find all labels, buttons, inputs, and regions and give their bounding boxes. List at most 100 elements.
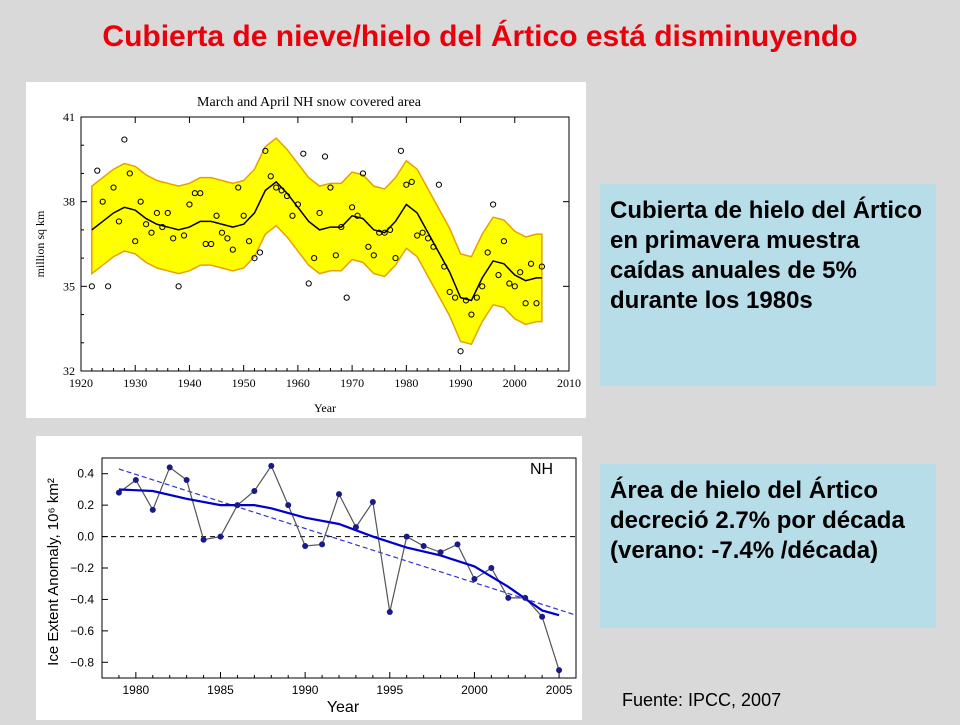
chart1-data-point xyxy=(245,238,253,245)
chart2-data-point xyxy=(200,536,207,543)
chart1-data-point xyxy=(99,198,106,205)
chart2-data-point xyxy=(352,524,359,531)
chart1-data-point xyxy=(88,283,95,290)
chart1-data-point xyxy=(403,181,410,188)
chart1-data-point xyxy=(132,238,139,245)
chart2-x-tick-label: 1980 xyxy=(123,683,150,697)
chart1-data-point xyxy=(381,229,388,236)
chart1-data-point xyxy=(115,218,123,225)
chart1-data-point xyxy=(208,240,215,248)
chart1-data-point xyxy=(235,184,242,191)
chart1-data-point xyxy=(435,181,442,188)
chart2-data-point xyxy=(336,491,342,498)
chart2-data-point xyxy=(251,488,258,494)
ice-extent-chart-panel: 1980 1985 1990 1995 2000 2005 0.4 0.2 0.0 −0.2 −0.… xyxy=(36,436,582,720)
chart1-y-tick-label: 35 xyxy=(63,279,75,293)
chart1-data-point xyxy=(316,209,323,217)
chart1-data-point xyxy=(522,300,529,307)
chart2-data-point xyxy=(556,667,563,674)
chart1-y-tick-label: 38 xyxy=(63,195,75,209)
chart1-data-point xyxy=(311,255,318,262)
chart2-data-point xyxy=(437,549,444,556)
chart1-data-point xyxy=(289,212,296,219)
chart1-x-tick-label: 1950 xyxy=(232,376,256,390)
chart2-trend-line xyxy=(118,468,577,616)
chart1-data-point xyxy=(148,229,155,236)
chart2-y-tick-label: 0.4 xyxy=(77,467,94,481)
chart1-plot-frame xyxy=(80,116,570,372)
chart2-data-point xyxy=(522,594,529,601)
spring-ice-callout: Cubierta de hielo del Ártico en primaver… xyxy=(600,184,936,386)
chart1-data-point xyxy=(175,283,182,290)
chart2-y-tick-label: 0.2 xyxy=(77,498,94,512)
chart1-data-point xyxy=(164,209,171,217)
chart1-data-point xyxy=(240,212,247,219)
chart1-x-tick-label: 2000 xyxy=(503,376,527,390)
chart1-data-point xyxy=(153,209,161,217)
ice-area-callout: Área de hielo del Ártico decreció 2.7% p… xyxy=(600,464,936,628)
chart1-data-point xyxy=(462,297,470,304)
chart1-data-point xyxy=(354,212,361,219)
chart2-y-tick-label: −0.2 xyxy=(70,561,94,575)
chart1-data-point xyxy=(332,252,339,259)
chart1-x-tick-label: 1940 xyxy=(177,376,201,390)
chart1-data-point xyxy=(137,198,144,205)
chart2-x-tick-label: 1985 xyxy=(207,683,234,697)
chart1-data-point xyxy=(327,184,334,191)
chart2-data-point xyxy=(386,609,393,615)
chart1-data-point xyxy=(538,263,545,270)
chart1-data-point xyxy=(506,280,513,287)
chart1-data-point xyxy=(517,269,524,276)
chart1-data-point xyxy=(218,229,226,236)
chart2-data-point xyxy=(403,533,410,540)
chart1-data-point xyxy=(294,201,301,208)
chart1-data-point xyxy=(267,173,274,180)
chart2-data-point xyxy=(132,477,139,483)
chart2-y-tick-label: −0.6 xyxy=(70,624,94,638)
chart1-x-axis-label: Year xyxy=(314,401,336,415)
chart1-data-point xyxy=(392,255,399,262)
chart2-x-tick-label: 1995 xyxy=(376,683,403,697)
chart1-y-tick-label: 32 xyxy=(63,364,75,378)
chart2-y-tick-label: 0.0 xyxy=(77,530,94,544)
chart1-data-point xyxy=(452,294,459,301)
chart1-data-point xyxy=(343,294,350,301)
chart1-y-axis-label: million sq km xyxy=(33,210,47,277)
chart1-data-point xyxy=(370,252,377,259)
chart1-data-point xyxy=(110,184,117,191)
chart1-data-point xyxy=(213,212,220,219)
chart1-data-point xyxy=(408,178,415,186)
chart1-data-point xyxy=(397,147,405,154)
chart2-data-point xyxy=(539,613,546,620)
chart1-title: March and April NH snow covered area xyxy=(197,95,422,110)
chart1-data-point xyxy=(338,223,345,231)
chart1-data-point xyxy=(170,235,177,242)
chart1-data-point xyxy=(105,283,112,290)
chart2-x-tick-label: 2005 xyxy=(546,683,573,697)
chart1-data-point xyxy=(446,288,453,296)
chart2-smoothed-line xyxy=(118,488,560,617)
chart2-data-point xyxy=(234,502,241,509)
chart1-data-point xyxy=(484,249,491,256)
chart1-data-point xyxy=(414,232,421,239)
chart2-data-point xyxy=(369,499,376,505)
chart2-data-point xyxy=(149,506,156,513)
chart1-data-point xyxy=(186,201,193,208)
chart1-data-point xyxy=(457,348,464,355)
chart2-data-point xyxy=(488,565,495,571)
chart2-data-point xyxy=(454,541,461,548)
chart1-data-point xyxy=(349,204,356,211)
chart1-x-tick-label: 1960 xyxy=(286,376,310,390)
chart1-data-point xyxy=(424,235,432,242)
chart1-uncertainty-band xyxy=(91,137,543,346)
chart1-data-point xyxy=(121,136,128,143)
chart2-plot-frame xyxy=(101,457,577,679)
chart1-data-point xyxy=(256,249,264,256)
snow-cover-chart-panel: 1920 1930 1940 1950 1960 1970 1980 1990 2000 2010… xyxy=(26,82,586,418)
chart1-x-tick-label: 2010 xyxy=(557,376,581,390)
chart1-data-point xyxy=(224,235,231,242)
chart2-data-point xyxy=(505,594,512,601)
chart1-smoothed-line xyxy=(91,180,542,302)
chart2-data-point xyxy=(420,543,427,549)
chart1-data-point xyxy=(126,170,133,177)
